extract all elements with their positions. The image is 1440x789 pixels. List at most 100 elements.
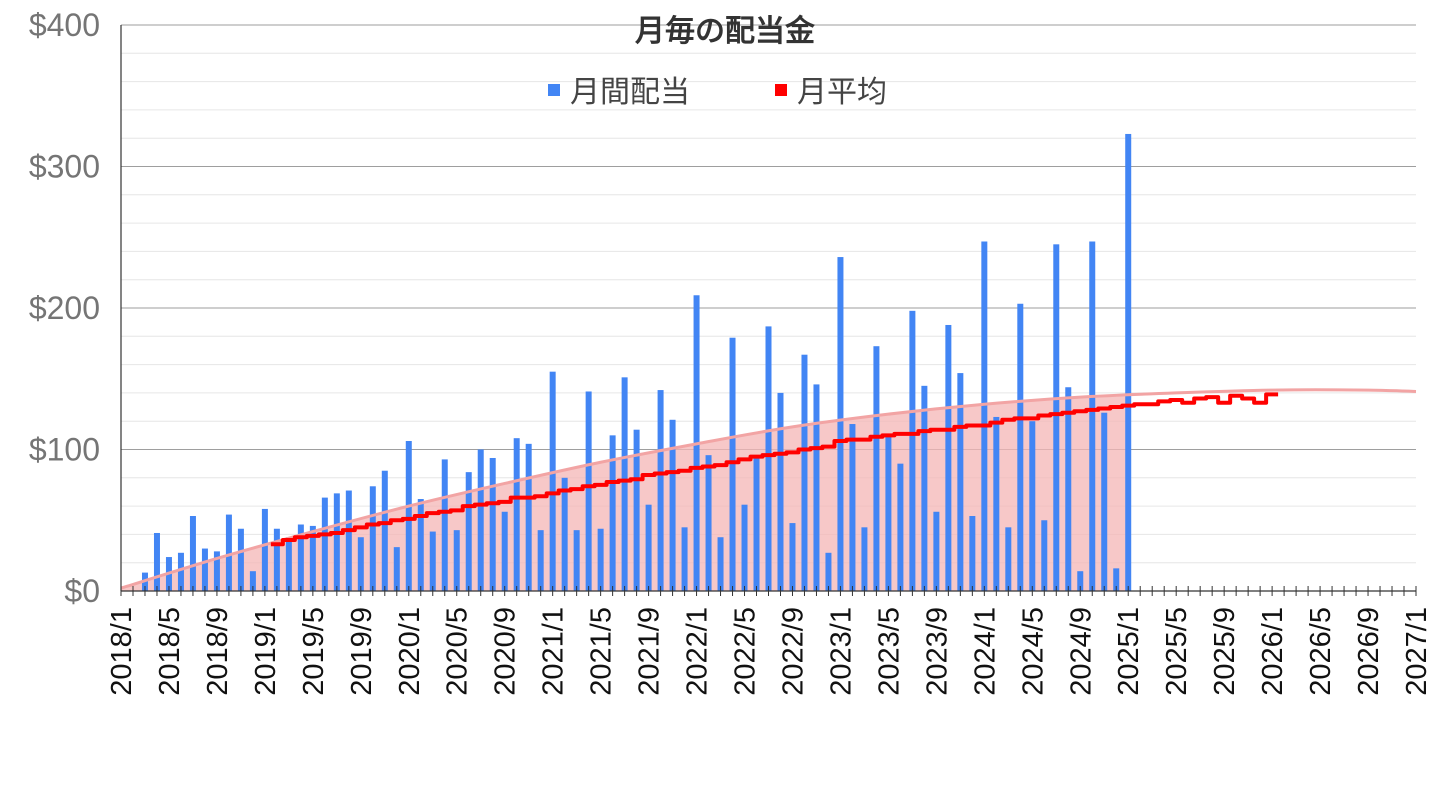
bar [489, 457, 496, 591]
x-tick-label: 2023/9 [921, 607, 953, 696]
x-tick-label: 2019/1 [250, 607, 282, 696]
bar [969, 516, 976, 591]
bar [273, 528, 280, 591]
x-tick-label: 2027/1 [1401, 607, 1433, 696]
bar [729, 337, 736, 591]
x-tick-label: 2018/9 [202, 607, 234, 696]
y-tick-label: $200 [29, 290, 100, 326]
bar [501, 511, 508, 591]
x-tick-label: 2018/1 [106, 607, 138, 696]
x-tick-label: 2025/1 [1113, 607, 1145, 696]
legend-label-average: 月平均 [797, 75, 887, 110]
bar [549, 371, 556, 591]
x-tick-label: 2021/5 [586, 607, 618, 696]
legend-swatch-average [775, 84, 787, 96]
bar [441, 459, 448, 591]
x-tick-label: 2021/9 [634, 607, 666, 696]
x-tick-label: 2025/5 [1161, 607, 1193, 696]
x-tick-label: 2024/1 [969, 607, 1001, 696]
bars-series-monthly [141, 133, 1132, 591]
x-tick-label: 2025/9 [1209, 607, 1241, 696]
bar [153, 532, 160, 591]
x-tick-label: 2020/1 [394, 607, 426, 696]
bar [753, 455, 760, 591]
bar [477, 449, 484, 591]
legend-swatch-monthly [548, 84, 560, 96]
bar [1113, 568, 1120, 591]
bar [873, 346, 880, 591]
bar [537, 530, 544, 591]
bar [333, 493, 340, 591]
bar [213, 551, 220, 591]
bar [789, 523, 796, 591]
x-tick-label: 2019/5 [298, 607, 330, 696]
bar [1041, 520, 1048, 591]
bar [1053, 244, 1060, 591]
bar [177, 552, 184, 591]
x-tick-label: 2024/5 [1017, 607, 1049, 696]
bar [849, 424, 856, 591]
legend: 月間配当 月平均 [548, 75, 887, 110]
bar [633, 429, 640, 591]
x-tick-label: 2018/5 [154, 607, 186, 696]
x-tick-label: 2024/9 [1065, 607, 1097, 696]
trendline-series [120, 388, 1417, 590]
bar [1101, 412, 1108, 591]
bar [237, 528, 244, 591]
bar [321, 497, 328, 591]
x-tick-label: 2023/1 [825, 607, 857, 696]
average-line [270, 392, 1279, 547]
y-tick-label: $300 [29, 149, 100, 185]
bar [405, 441, 412, 591]
bar [657, 390, 664, 591]
bar [945, 324, 952, 591]
bar [921, 385, 928, 591]
x-tick-label: 2023/5 [873, 607, 905, 696]
y-tick-label: $400 [29, 7, 100, 43]
y-tick-label: $100 [29, 432, 100, 468]
bar [1029, 421, 1036, 591]
bar [201, 548, 208, 591]
x-tick-label: 2022/9 [777, 607, 809, 696]
legend-label-monthly: 月間配当 [570, 75, 690, 110]
bar [705, 455, 712, 591]
x-tick-label: 2022/5 [730, 607, 762, 696]
bar [465, 472, 472, 591]
bar [765, 326, 772, 591]
bar [933, 511, 940, 591]
bar [909, 310, 916, 591]
bar [513, 438, 520, 591]
bar [225, 514, 232, 591]
bar [561, 477, 568, 591]
bar [957, 373, 964, 591]
bar [585, 391, 592, 591]
gridlines [121, 24, 1416, 592]
x-tick-label: 2026/9 [1353, 607, 1385, 696]
bar [741, 504, 748, 591]
bar [717, 537, 724, 591]
bar [885, 433, 892, 591]
bar [573, 530, 580, 591]
bar [369, 486, 376, 591]
x-tick-label: 2020/9 [490, 607, 522, 696]
x-axis-ticks: 2018/1 2018/5 2018/9 2019/1 2019/5 2019/9 2020… [106, 607, 1433, 696]
bar [825, 552, 832, 591]
bar [429, 531, 436, 591]
bar [1125, 133, 1132, 591]
bar [1065, 387, 1072, 591]
bar [1077, 571, 1084, 591]
bar [1089, 241, 1096, 591]
bar [621, 377, 628, 591]
bar [345, 490, 352, 591]
chart-title: 月毎の配当金 [635, 14, 816, 49]
bar [1017, 303, 1024, 591]
bar [249, 571, 256, 591]
bar [837, 257, 844, 591]
bar [297, 524, 304, 591]
bar [981, 241, 988, 591]
bar [801, 354, 808, 591]
bar [285, 537, 292, 591]
axes [120, 25, 1417, 596]
y-tick-label: $0 [64, 573, 100, 609]
